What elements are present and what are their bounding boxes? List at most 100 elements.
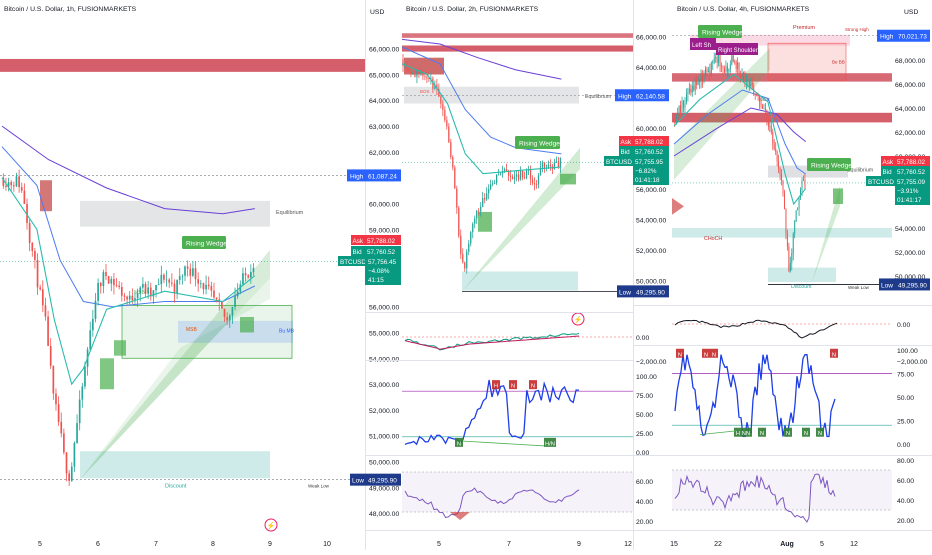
osc-axis-label: 0.00 [897,322,910,329]
rising-wedge-tag[interactable]: Rising Wedge [182,236,227,249]
left-shoulder-tag[interactable]: Left Sh [690,38,716,50]
osc-axis-label: 75.00 [636,393,653,400]
ask-value-bg [895,156,930,166]
signal-tag-text: N [804,431,808,437]
candle [73,442,76,467]
time-axis-1[interactable]: 5 6 7 8 9 10 [38,541,331,548]
price-tick-label: 64,000.00 [369,98,399,105]
candle [760,102,762,106]
time-axis-3[interactable]: 15 22 Aug 5 12 [670,541,858,548]
low-label: Low [881,282,893,289]
candle [202,283,205,290]
currency-box-3-text: USD [904,9,918,16]
osc-axis-label: −2,000.00 [897,359,928,366]
osc-axis-label-mid: −2,000.00 [636,359,667,366]
candle [743,72,744,74]
candle [719,54,721,67]
candle [171,282,173,284]
signal-tag-text: H/N [545,441,555,447]
replay-icon-ring[interactable] [264,518,278,532]
rsi-line [674,473,836,523]
ticker-label: BTCUSD [340,259,366,266]
replay-icon[interactable]: ⚡ [264,518,278,532]
currency-box-1-text: USD [370,9,384,16]
candle [773,143,775,149]
candle [410,71,412,74]
candle [703,75,705,82]
bull-mb-zone [178,320,293,343]
signal-line [404,335,580,350]
pane-separator [366,530,633,531]
rising-wedge-tag[interactable]: Rising Wedge [515,136,560,149]
candle [123,295,126,297]
high-value-bg [365,169,401,182]
candle [492,183,494,185]
candle [474,218,476,224]
osc-axis-label: 40.00 [636,499,653,506]
signal-tag-bg [802,427,810,437]
rising-wedge-tag[interactable]: Rising Wedge [698,25,743,38]
signal-tag-text: N [832,352,836,358]
candle [462,254,464,263]
signal-tag-bg [702,348,710,358]
chart-4h-pane: Premium Strong High Be BB Equilibrium Discou… [672,25,892,290]
candle [76,423,78,443]
candle [57,404,60,422]
osc-axis-label: 60.00 [636,479,653,486]
signal-tag: N [816,427,824,437]
osc-axis-label: 100.00 [636,374,657,381]
price-tick-label: 50,000.00 [636,279,666,286]
candle [748,79,750,87]
ask-value: 57,788.02 [897,159,926,166]
bull-ob-3 [240,316,254,333]
macd-line [674,319,838,339]
weak-low-label: Weak Low [308,483,330,488]
replay-icon-2[interactable]: ⚡ [571,312,585,326]
last-price: 57,755.09 [897,179,926,186]
ticker-label: BTCUSD [606,159,632,166]
candle [533,183,536,185]
time-tick-label: 22 [714,541,722,548]
candle [197,279,200,284]
candle [803,179,804,181]
candle [782,180,784,193]
candle [142,283,144,288]
candle [764,108,766,111]
time-tick-label: 15 [670,541,678,548]
candle [144,283,147,294]
candle [460,235,462,255]
bid-value-bg [633,146,669,156]
bid-value-bg [365,246,401,256]
candle [128,295,131,300]
candle [247,275,250,278]
candle [537,175,540,185]
candle [741,73,743,76]
right-shoulder-tag[interactable]: Right Shoulder [716,43,758,55]
ema-fast-line [401,63,562,175]
candle [215,297,218,300]
currency-box-3: USD [902,4,926,16]
candle [47,316,49,346]
candle [402,59,404,66]
ema-slow-line [401,38,562,80]
candle [750,82,752,87]
candle [242,273,244,285]
bull-mb-label: Bu MB [279,328,295,334]
candle [23,190,26,204]
rising-wedge-tag-2[interactable]: Rising Wedge [807,158,852,171]
bid-value-bg [895,166,930,176]
pane-separator [366,312,633,313]
price-tick-label: 49,000.00 [369,485,399,492]
signal-tag-text: N [786,431,790,437]
candle [484,198,486,200]
time-axis-2[interactable]: 5 7 9 12 [437,541,632,548]
candle [7,182,10,187]
candle [804,179,806,188]
price-tick-label: 52,000.00 [369,408,399,415]
candle [490,184,492,190]
price-tick-label: 62,000.00 [369,150,399,157]
